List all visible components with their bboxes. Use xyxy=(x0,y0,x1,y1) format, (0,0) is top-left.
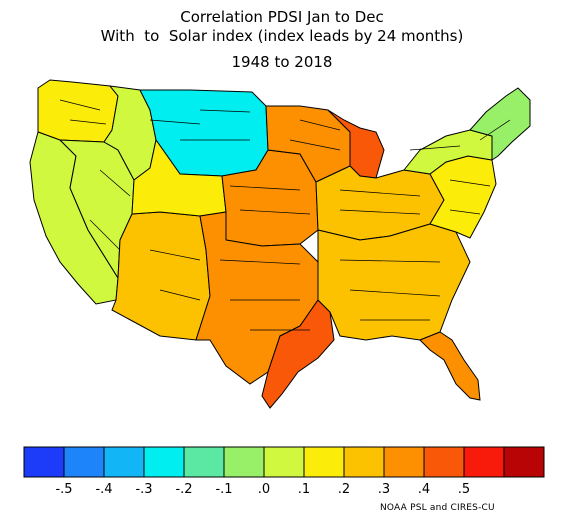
map-regions xyxy=(29,79,531,409)
division-line-18 xyxy=(89,219,121,251)
title-line-1: Correlation PDSI Jan to Dec xyxy=(180,8,384,26)
division-line-23 xyxy=(299,119,341,131)
colorbar-box-6 xyxy=(263,446,305,478)
region-wisconsin-michigan xyxy=(327,109,385,179)
colorbar-tick-label: -.2 xyxy=(175,482,192,497)
division-line-0 xyxy=(59,99,101,111)
division-line-19 xyxy=(149,249,201,261)
us-correlation-map xyxy=(29,79,531,409)
division-line-6 xyxy=(239,209,311,215)
colorbar-tick-label: .3 xyxy=(378,482,390,497)
colorbar-tick-label: .4 xyxy=(418,482,430,497)
colorbar-box-12 xyxy=(503,446,545,478)
colorbar-tick-labels: -.5 -.4 -.3 -.2 -.1 .0 .1 .2 .3 .4 .5 xyxy=(55,482,470,497)
division-line-1 xyxy=(69,119,107,125)
division-line-11 xyxy=(339,209,421,215)
colorbar-box-7 xyxy=(303,446,345,478)
division-line-22 xyxy=(479,119,511,141)
division-line-5 xyxy=(229,185,301,191)
colorbar-box-9 xyxy=(383,446,425,478)
division-line-3 xyxy=(199,109,251,113)
colorbar-tick-label: -.1 xyxy=(215,482,232,497)
region-new-england xyxy=(469,87,531,161)
colorbar-box-2 xyxy=(103,446,145,478)
colorbar-box-4 xyxy=(183,446,225,478)
colorbar-box-11 xyxy=(463,446,505,478)
region-texas-gulf-coast xyxy=(261,299,335,409)
division-line-15 xyxy=(449,179,491,187)
colorbar-tick-label: .5 xyxy=(458,482,470,497)
division-line-16 xyxy=(449,209,481,215)
colorbar-box-0 xyxy=(23,446,65,478)
colorbar-box-10 xyxy=(423,446,465,478)
colorbar-tick-label: .1 xyxy=(298,482,310,497)
division-line-2 xyxy=(149,119,201,125)
region-florida xyxy=(419,331,481,401)
division-line-20 xyxy=(159,289,201,301)
colorbar-tick-label: .0 xyxy=(258,482,270,497)
division-line-17 xyxy=(99,169,131,197)
colorbar-box-8 xyxy=(343,446,385,478)
title-line-2: With to Solar index (index leads by 24 m… xyxy=(100,27,464,45)
division-line-7 xyxy=(219,259,301,265)
colorbar-boxes xyxy=(23,446,545,478)
climate-division-lines xyxy=(59,99,511,331)
colorbar-tick-label: .2 xyxy=(338,482,350,497)
division-line-24 xyxy=(289,139,341,151)
colorbar-box-5 xyxy=(223,446,265,478)
division-line-13 xyxy=(349,289,441,297)
colorbar-tick-label: -.4 xyxy=(95,482,112,497)
colorbar-box-3 xyxy=(143,446,185,478)
colorbar-box-1 xyxy=(63,446,105,478)
credit-text: NOAA PSL and CIRES-CU xyxy=(380,503,495,513)
colorbar-tick-label: -.5 xyxy=(55,482,72,497)
title-line-3: 1948 to 2018 xyxy=(231,53,333,71)
division-line-10 xyxy=(339,189,421,197)
division-line-21 xyxy=(409,145,461,151)
division-line-12 xyxy=(339,259,441,263)
colorbar-tick-label: -.3 xyxy=(135,482,152,497)
